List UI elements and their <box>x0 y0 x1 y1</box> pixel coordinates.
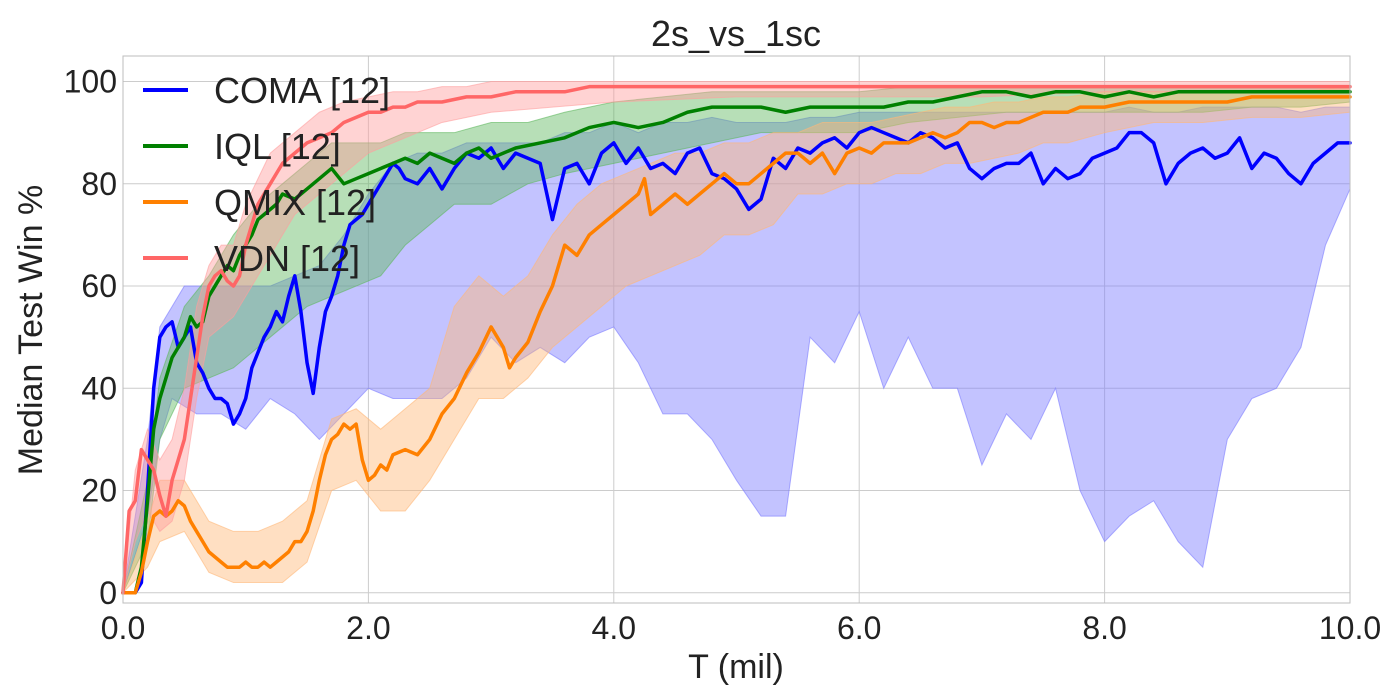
x-axis-label: T (mil) <box>688 648 784 686</box>
qmix-legend-label: QMIX [12] <box>214 182 376 223</box>
x-tick-label: 4.0 <box>592 610 636 646</box>
series-lines <box>121 84 1352 595</box>
y-axis-label: Median Test Win % <box>12 185 50 475</box>
y-tick-label: 0 <box>99 575 117 611</box>
tick-labels: 0.0 2.0 4.0 6.0 8.0 10.0 0 20 40 60 80 100 <box>64 64 1382 646</box>
x-tick-label: 0.0 <box>101 610 145 646</box>
y-tick-label: 20 <box>81 473 117 509</box>
qmix-series-line <box>121 95 1352 595</box>
legend: COMA [12] IQL [12] QMIX [12] VDN [12] <box>143 70 390 279</box>
x-tick-label: 10.0 <box>1319 610 1381 646</box>
plot-frame <box>122 55 1351 604</box>
y-tick-label: 100 <box>64 64 117 100</box>
coma-legend-label: COMA [12] <box>214 70 390 111</box>
x-tick-label: 6.0 <box>837 610 881 646</box>
iql-series-line <box>121 90 1352 595</box>
y-tick-label: 60 <box>81 268 117 304</box>
x-tick-label: 2.0 <box>346 610 390 646</box>
y-tick-label: 80 <box>81 166 117 202</box>
x-tick-label: 8.0 <box>1082 610 1126 646</box>
chart-title: 2s_vs_1sc <box>651 13 821 54</box>
vdn-legend-label: VDN [12] <box>214 238 360 279</box>
iql-legend-label: IQL [12] <box>214 126 341 167</box>
vdn-series-line <box>121 84 1352 595</box>
y-tick-label: 40 <box>81 370 117 406</box>
coma-series-line <box>121 125 1352 595</box>
